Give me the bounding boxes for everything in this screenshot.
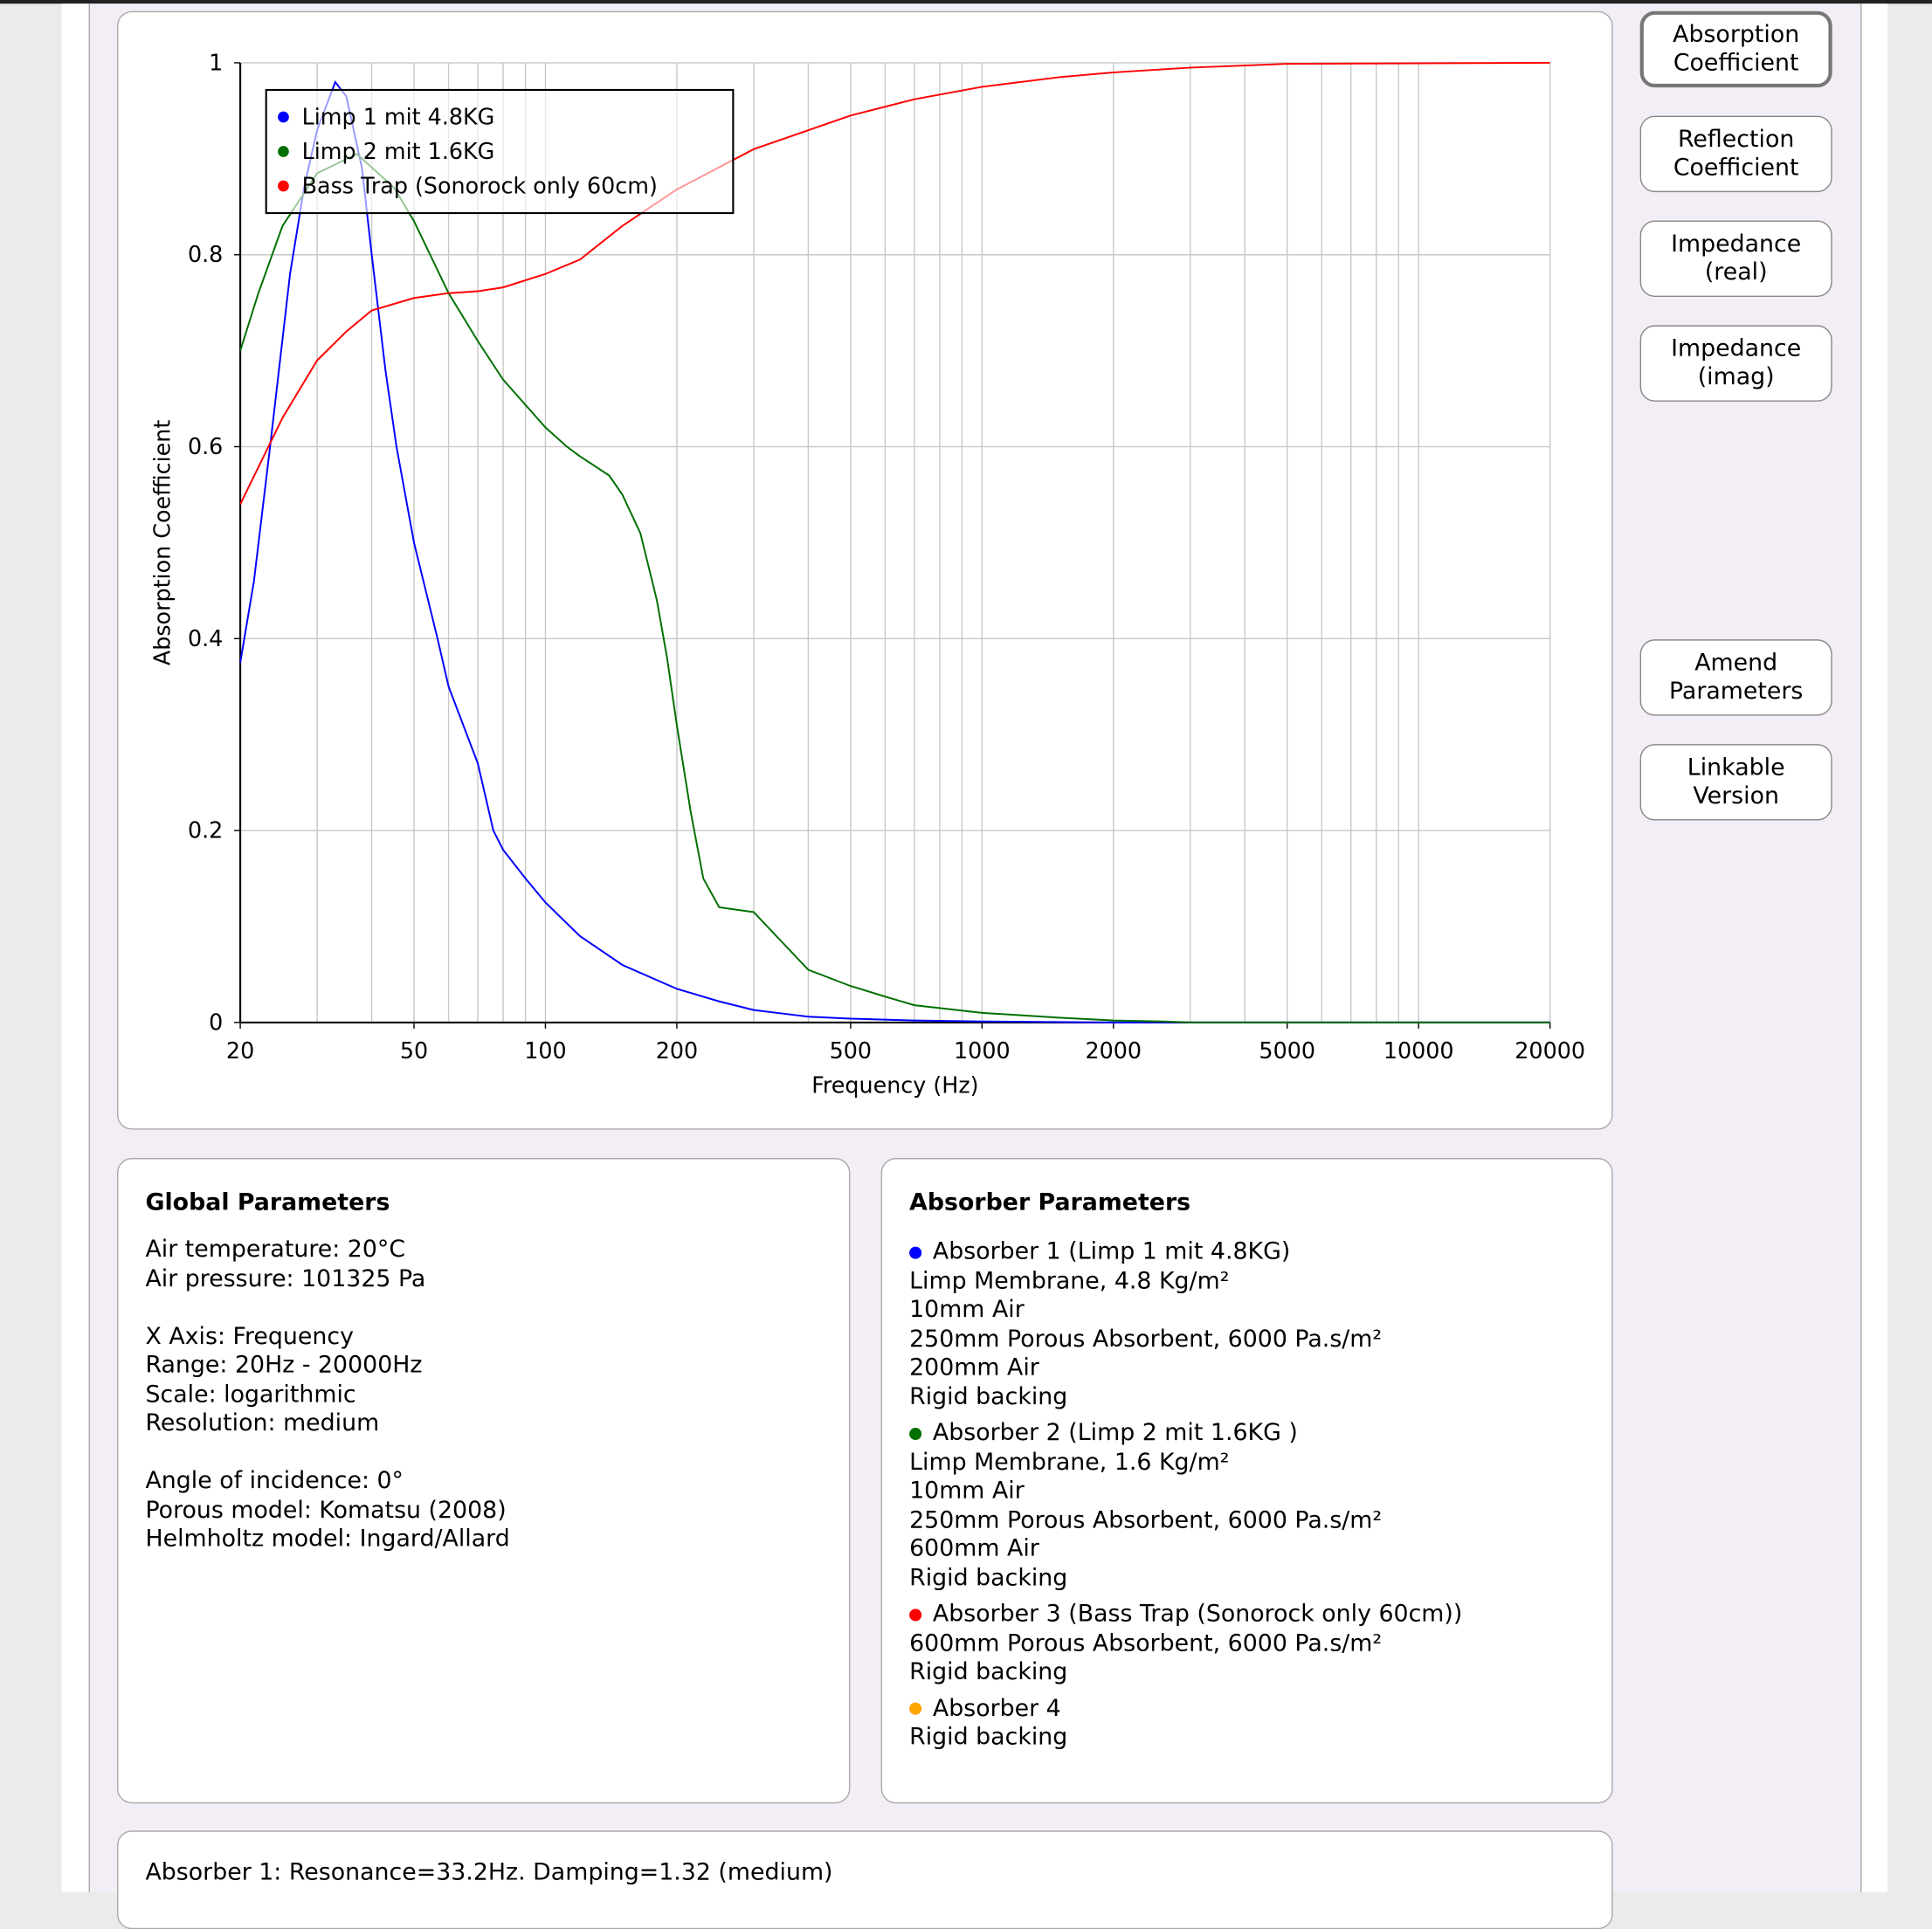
x-tick-label: 20 <box>226 1037 254 1064</box>
resonance-result: Absorber 1: Resonance=33.2Hz. Damping=1.… <box>145 1858 833 1886</box>
absorber-layer-line: Rigid backing <box>909 1382 1068 1410</box>
global-parameter-line: Angle of incidence: 0° <box>145 1467 404 1495</box>
x-tick-label: 200 <box>656 1037 698 1064</box>
legend-entry: Limp 1 mit 4.8KG <box>302 103 495 129</box>
absorption-chart: 0 0.2 0.4 0.6 0.8 1 20 50 100 200 500 1000 2000 5000 1… <box>149 49 1585 1098</box>
absorber-header: Absorber 2 (Limp 2 mit 1.6KG ) <box>909 1419 1462 1448</box>
x-axis-label: Frequency (Hz) <box>811 1071 978 1098</box>
global-parameter-line: Air pressure: 101325 Pa <box>145 1264 426 1292</box>
global-parameter-line: X Axis: Frequency <box>145 1322 354 1350</box>
y-tick-label: 0 <box>209 1009 223 1035</box>
series-line-3 <box>239 61 1550 505</box>
absorber-header: Absorber 3 (Bass Trap (Sonorock only 60c… <box>909 1600 1462 1629</box>
legend-dot-icon <box>278 111 289 123</box>
right-margin <box>1860 3 1888 1892</box>
results-panel: Absorber 1: Resonance=33.2Hz. Damping=1.… <box>117 1830 1613 1929</box>
absorber-parameters-panel: Absorber Parameters Absorber 1 (Limp 1 m… <box>880 1158 1613 1804</box>
global-parameter-line: Helmholtz model: Ingard/Allard <box>145 1525 510 1553</box>
chart-panel: 0 0.2 0.4 0.6 0.8 1 20 50 100 200 500 1000 2000 5000 1… <box>117 10 1613 1130</box>
global-parameter-line: Air temperature: 20°C <box>145 1235 406 1263</box>
x-tick-label: 2000 <box>1086 1037 1142 1064</box>
absorber-label: Absorber 1 (Limp 1 mit 4.8KG) <box>932 1237 1291 1265</box>
absorber-layer-line: Rigid backing <box>909 1563 1068 1591</box>
global-parameter-line <box>145 1438 509 1467</box>
global-parameters-panel: Global Parameters Air temperature: 20°C A… <box>117 1158 851 1804</box>
absorber-color-dot-icon <box>909 1609 922 1622</box>
global-parameter-line: Range: 20Hz - 20000Hz <box>145 1351 423 1379</box>
amend-parameters-button[interactable]: Amend Parameters <box>1639 639 1832 716</box>
absorber-header: Absorber 4 <box>909 1694 1462 1723</box>
absorber-color-dot-icon <box>909 1702 922 1716</box>
absorber-layer-line: Rigid backing <box>909 1657 1068 1685</box>
absorber-layer-line: 10mm Air <box>909 1477 1025 1505</box>
x-tick-label: 50 <box>400 1037 428 1064</box>
impedance-imag-button[interactable]: Impedance (imag) <box>1639 325 1832 402</box>
x-tick-label: 500 <box>830 1037 872 1064</box>
global-parameter-line <box>145 1293 509 1322</box>
y-tick-label: 0.4 <box>188 625 223 651</box>
reflection-coefficient-button[interactable]: Reflection Coefficient <box>1639 115 1832 193</box>
x-tick-label: 100 <box>524 1037 566 1064</box>
absorption-coefficient-button[interactable]: Absorption Coefficient <box>1639 10 1832 88</box>
legend-box <box>265 88 735 215</box>
absorber-layer-line: 600mm Air <box>909 1534 1039 1562</box>
linkable-version-button[interactable]: Linkable Version <box>1639 744 1832 821</box>
absorber-label: Absorber 4 <box>932 1694 1061 1722</box>
absorber-layer-line: 600mm Porous Absorbent, 6000 Pa.s/m² <box>909 1629 1383 1657</box>
legend-entry: Bass Trap (Sonorock only 60cm) <box>302 172 658 198</box>
absorber-layer-line: Rigid backing <box>909 1723 1068 1751</box>
global-parameter-line: Porous model: Komatsu (2008) <box>145 1496 507 1524</box>
absorber-layer-line: Limp Membrane, 1.6 Kg/m² <box>909 1448 1230 1476</box>
absorber-layer-line: 250mm Porous Absorbent, 6000 Pa.s/m² <box>909 1325 1383 1353</box>
left-margin <box>61 3 89 1892</box>
absorber-label: Absorber 2 (Limp 2 mit 1.6KG ) <box>932 1419 1298 1447</box>
absorber-color-dot-icon <box>909 1246 922 1259</box>
y-tick-label: 0.8 <box>188 241 223 267</box>
impedance-real-button[interactable]: Impedance (real) <box>1639 220 1832 297</box>
absorber-layer-line: 200mm Air <box>909 1354 1039 1381</box>
x-tick-label: 10000 <box>1383 1037 1454 1064</box>
x-tick-label: 1000 <box>954 1037 1011 1064</box>
absorber-color-dot-icon <box>909 1427 922 1440</box>
legend-dot-icon <box>278 146 289 157</box>
top-bar <box>0 0 1932 4</box>
absorber-parameters-title: Absorber Parameters <box>909 1188 1191 1216</box>
y-axis-label: Absorption Coefficient <box>149 420 176 666</box>
series-line-1 <box>239 79 1550 1023</box>
y-tick-label: 0.2 <box>188 817 223 844</box>
legend-dot-icon <box>278 180 289 192</box>
absorber-layer-line: Limp Membrane, 4.8 Kg/m² <box>909 1266 1230 1294</box>
global-parameters-list: Air temperature: 20°C Air pressure: 10132… <box>145 1236 509 1554</box>
legend-entry: Limp 2 mit 1.6KG <box>302 138 495 164</box>
global-parameter-line: Scale: logarithmic <box>145 1380 356 1408</box>
absorber-parameters-list: Absorber 1 (Limp 1 mit 4.8KG) Limp Membra… <box>909 1230 1462 1752</box>
absorber-label: Absorber 3 (Bass Trap (Sonorock only 60c… <box>932 1600 1463 1628</box>
x-tick-label: 20000 <box>1515 1037 1585 1064</box>
global-parameters-title: Global Parameters <box>145 1188 390 1216</box>
global-parameter-line: Resolution: medium <box>145 1409 380 1436</box>
absorber-layer-line: 10mm Air <box>909 1296 1025 1324</box>
x-tick-label: 5000 <box>1259 1037 1315 1064</box>
series-line-2 <box>239 153 1550 1023</box>
y-tick-label: 1 <box>209 49 223 75</box>
absorber-header: Absorber 1 (Limp 1 mit 4.8KG) <box>909 1238 1462 1267</box>
y-tick-label: 0.6 <box>188 433 223 459</box>
absorber-layer-line: 250mm Porous Absorbent, 6000 Pa.s/m² <box>909 1505 1383 1533</box>
